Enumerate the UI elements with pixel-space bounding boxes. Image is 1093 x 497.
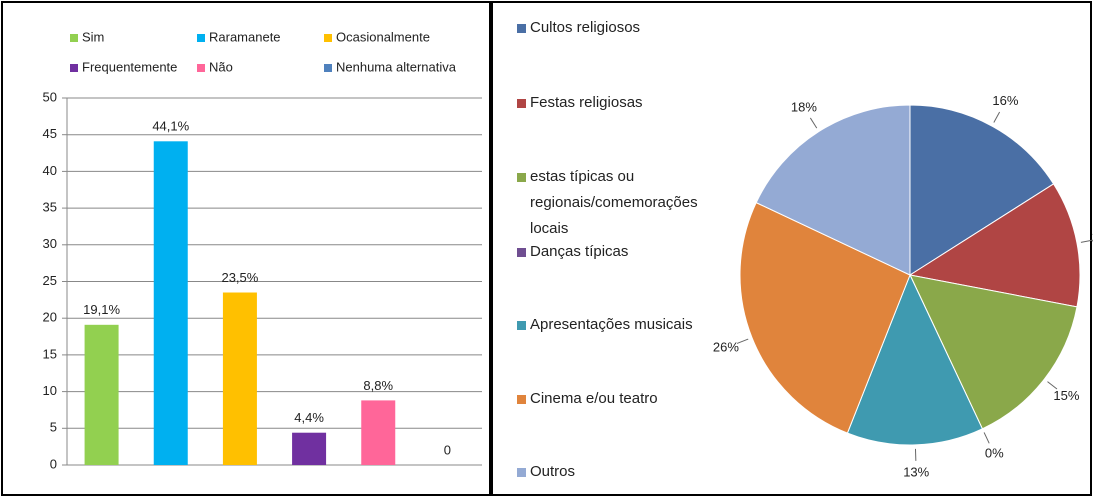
- y-tick-label: 50: [43, 89, 57, 104]
- data-label: 26%: [713, 339, 739, 354]
- legend-label: Cinema e/ou teatro: [530, 390, 658, 407]
- legend-swatch: [517, 468, 526, 477]
- legend-swatch: [517, 173, 526, 182]
- y-tick-label: 15: [43, 346, 57, 361]
- legend-swatch: [517, 321, 526, 330]
- leader-line: [983, 432, 990, 444]
- legend-swatch: [517, 24, 526, 33]
- data-label: 18%: [791, 99, 817, 114]
- leader-line: [1080, 239, 1093, 243]
- legend-label: Danças típicas: [530, 243, 629, 260]
- data-label: 15%: [1053, 388, 1079, 403]
- bar: [222, 292, 257, 465]
- legend-label: Nenhuma alternativa: [336, 59, 457, 74]
- y-tick-label: 25: [43, 273, 57, 288]
- data-label: 0: [444, 442, 451, 457]
- legend-label: estas típicas ou regionais/comemorações …: [530, 168, 698, 237]
- y-tick-label: 0: [50, 456, 57, 471]
- legend-swatch: [517, 395, 526, 404]
- legend-label: Ocasionalmente: [336, 29, 430, 44]
- bar: [153, 141, 188, 465]
- legend-swatch: [197, 64, 205, 72]
- pie-slice: [739, 201, 911, 434]
- legend-label: Frequentemente: [82, 59, 177, 74]
- pie-slice: [908, 183, 1081, 308]
- legend-label: Festas religiosas: [530, 94, 643, 111]
- legend-label: Não: [209, 59, 233, 74]
- data-label: 8,8%: [363, 378, 393, 393]
- pie-slice: [846, 273, 984, 446]
- pie-slice: [909, 104, 1055, 276]
- leader-line: [993, 111, 1001, 123]
- y-tick-label: 45: [43, 126, 57, 141]
- bar: [361, 400, 396, 465]
- data-label: 4,4%: [294, 410, 324, 425]
- left-panel-border: [1, 1, 491, 496]
- data-label: 0%: [985, 446, 1004, 461]
- legend-swatch: [70, 34, 78, 42]
- y-tick-label: 10: [43, 383, 57, 398]
- legend-label: Sim: [82, 29, 104, 44]
- legend-swatch: [517, 248, 526, 257]
- data-label: 13%: [903, 464, 929, 479]
- legend-swatch: [517, 99, 526, 108]
- legend-label: Outros: [530, 463, 576, 480]
- legend-swatch: [324, 64, 332, 72]
- leader-line: [1047, 381, 1058, 390]
- y-tick-label: 5: [50, 420, 57, 435]
- legend-swatch: [70, 64, 78, 72]
- legend-label: Cultos religiosos: [530, 19, 641, 36]
- leader-line: [736, 338, 749, 344]
- right-panel-border: [491, 1, 1092, 496]
- bar: [292, 432, 327, 465]
- data-label: 19,1%: [83, 302, 120, 317]
- data-label: 12%: [1091, 229, 1093, 244]
- bar: [84, 324, 119, 465]
- y-tick-label: 35: [43, 200, 57, 215]
- y-tick-label: 20: [43, 310, 57, 325]
- y-tick-label: 40: [43, 163, 57, 178]
- legend-label: Apresentações musicais: [530, 316, 693, 333]
- legend-label: Raramanete: [209, 29, 281, 44]
- data-label: 44,1%: [152, 119, 189, 134]
- leader-line: [809, 117, 818, 129]
- pie-slice: [755, 104, 911, 276]
- data-label: 16%: [992, 93, 1018, 108]
- legend-swatch: [197, 34, 205, 42]
- y-tick-label: 30: [43, 236, 57, 251]
- pie-slice: [909, 274, 1078, 430]
- legend-swatch: [324, 34, 332, 42]
- data-label: 23,5%: [221, 270, 258, 285]
